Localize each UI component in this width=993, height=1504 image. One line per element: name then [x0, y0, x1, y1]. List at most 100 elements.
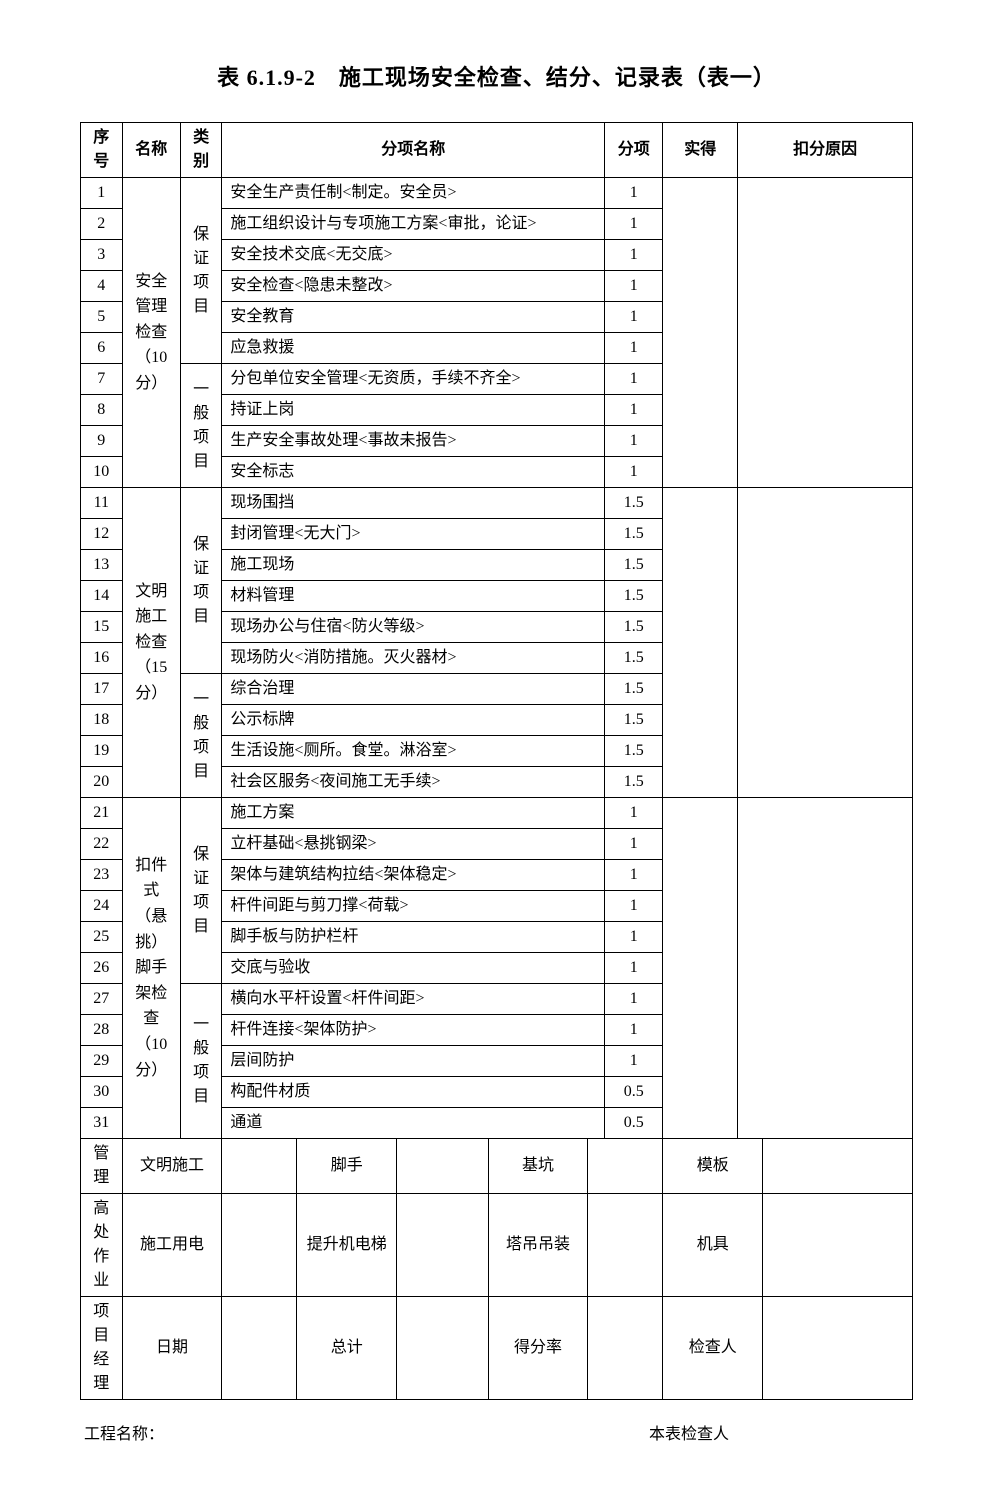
cell-seq: 24 [81, 891, 123, 922]
cell-item: 安全检查<隐患未整改> [222, 271, 605, 302]
cell-seq: 15 [81, 612, 123, 643]
cell-score: 1 [605, 798, 663, 829]
cell-item: 施工组织设计与专项施工方案<审批，论证> [222, 209, 605, 240]
footer: 工程名称： 本表检查人 [80, 1420, 913, 1444]
summary-cell: 基坑 [488, 1139, 588, 1194]
cell-item: 应急救援 [222, 333, 605, 364]
summary-cell: 脚手 [297, 1139, 397, 1194]
cell-score: 1.5 [605, 674, 663, 705]
table-row: 21扣件式（悬挑）脚手架检查（10分）保证项目施工方案1 [81, 798, 913, 829]
cell-seq: 29 [81, 1046, 123, 1077]
cell-seq: 18 [81, 705, 123, 736]
cell-score: 1 [605, 271, 663, 302]
cell-seq: 20 [81, 767, 123, 798]
cell-score: 1 [605, 240, 663, 271]
summary-cell: 得分率 [488, 1297, 588, 1400]
summary-cell [222, 1139, 297, 1194]
cell-seq: 6 [81, 333, 123, 364]
cell-score: 1 [605, 178, 663, 209]
cell-score: 1 [605, 395, 663, 426]
cell-score: 0.5 [605, 1077, 663, 1108]
cell-item: 社会区服务<夜间施工无手续> [222, 767, 605, 798]
cell-score: 1 [605, 1015, 663, 1046]
cell-seq: 12 [81, 519, 123, 550]
cell-item: 立杆基础<悬挑钢梁> [222, 829, 605, 860]
summary-cell [588, 1297, 663, 1400]
summary-cell: 日期 [122, 1297, 222, 1400]
cell-item: 安全标志 [222, 457, 605, 488]
cell-seq: 23 [81, 860, 123, 891]
cell-item: 公示标牌 [222, 705, 605, 736]
cell-item: 施工现场 [222, 550, 605, 581]
cell-score: 1 [605, 426, 663, 457]
cell-item: 横向水平杆设置<杆件间距> [222, 984, 605, 1015]
cell-seq: 9 [81, 426, 123, 457]
cell-item: 通道 [222, 1108, 605, 1139]
cell-score: 1.5 [605, 612, 663, 643]
cell-item: 分包单位安全管理<无资质，手续不齐全> [222, 364, 605, 395]
cell-item: 构配件材质 [222, 1077, 605, 1108]
cell-score: 1.5 [605, 550, 663, 581]
cell-item: 交底与验收 [222, 953, 605, 984]
summary-cell: 塔吊吊装 [488, 1194, 588, 1297]
cell-seq: 1 [81, 178, 123, 209]
cell-actual [663, 798, 738, 1139]
cell-section-name: 扣件式（悬挑）脚手架检查（10分） [122, 798, 180, 1139]
header-row: 序号 名称 类别 分项名称 分项 实得 扣分原因 [81, 123, 913, 178]
cell-seq: 22 [81, 829, 123, 860]
cell-score: 1 [605, 302, 663, 333]
cell-category-general: 一般项目 [180, 984, 222, 1139]
cell-item: 安全技术交底<无交底> [222, 240, 605, 271]
cell-section-name: 文明施工检查（15分） [122, 488, 180, 798]
cell-score: 1 [605, 953, 663, 984]
summary-cell [397, 1297, 489, 1400]
cell-reason [738, 798, 913, 1139]
cell-item: 施工方案 [222, 798, 605, 829]
cell-seq: 11 [81, 488, 123, 519]
cell-score: 1.5 [605, 581, 663, 612]
summary-cell: 总计 [297, 1297, 397, 1400]
cell-score: 1.5 [605, 736, 663, 767]
summary-table: 管理文明施工脚手基坑模板高处作业施工用电提升机电梯塔吊吊装机具项目经理日期总计得… [80, 1138, 913, 1400]
cell-reason [738, 488, 913, 798]
summary-cell [763, 1297, 913, 1400]
cell-item: 生产安全事故处理<事故未报告> [222, 426, 605, 457]
summary-row: 高处作业施工用电提升机电梯塔吊吊装机具 [81, 1194, 913, 1297]
cell-seq: 4 [81, 271, 123, 302]
cell-seq: 31 [81, 1108, 123, 1139]
header-actual: 实得 [663, 123, 738, 178]
cell-score: 1 [605, 860, 663, 891]
cell-category-guarantee: 保证项目 [180, 488, 222, 674]
cell-item: 安全生产责任制<制定。安全员> [222, 178, 605, 209]
cell-seq: 27 [81, 984, 123, 1015]
cell-seq: 17 [81, 674, 123, 705]
cell-score: 1 [605, 333, 663, 364]
cell-category-general: 一般项目 [180, 674, 222, 798]
cell-item: 持证上岗 [222, 395, 605, 426]
table-row: 1安全管理检查（10分）保证项目安全生产责任制<制定。安全员>1 [81, 178, 913, 209]
cell-reason [738, 178, 913, 488]
cell-seq: 21 [81, 798, 123, 829]
cell-item: 脚手板与防护栏杆 [222, 922, 605, 953]
header-category: 类别 [180, 123, 222, 178]
summary-cell [763, 1139, 913, 1194]
cell-item: 现场防火<消防措施。灭火器材> [222, 643, 605, 674]
cell-seq: 30 [81, 1077, 123, 1108]
cell-category-guarantee: 保证项目 [180, 798, 222, 984]
cell-seq: 2 [81, 209, 123, 240]
cell-seq: 13 [81, 550, 123, 581]
summary-cell [397, 1194, 489, 1297]
cell-score: 1 [605, 209, 663, 240]
cell-seq: 14 [81, 581, 123, 612]
cell-seq: 7 [81, 364, 123, 395]
summary-cell: 模板 [663, 1139, 763, 1194]
cell-actual [663, 488, 738, 798]
summary-row: 项目经理日期总计得分率检查人 [81, 1297, 913, 1400]
summary-cell [763, 1194, 913, 1297]
summary-cell: 施工用电 [122, 1194, 222, 1297]
cell-seq: 5 [81, 302, 123, 333]
cell-score: 1 [605, 1046, 663, 1077]
cell-seq: 8 [81, 395, 123, 426]
cell-item: 现场围挡 [222, 488, 605, 519]
cell-score: 1.5 [605, 643, 663, 674]
